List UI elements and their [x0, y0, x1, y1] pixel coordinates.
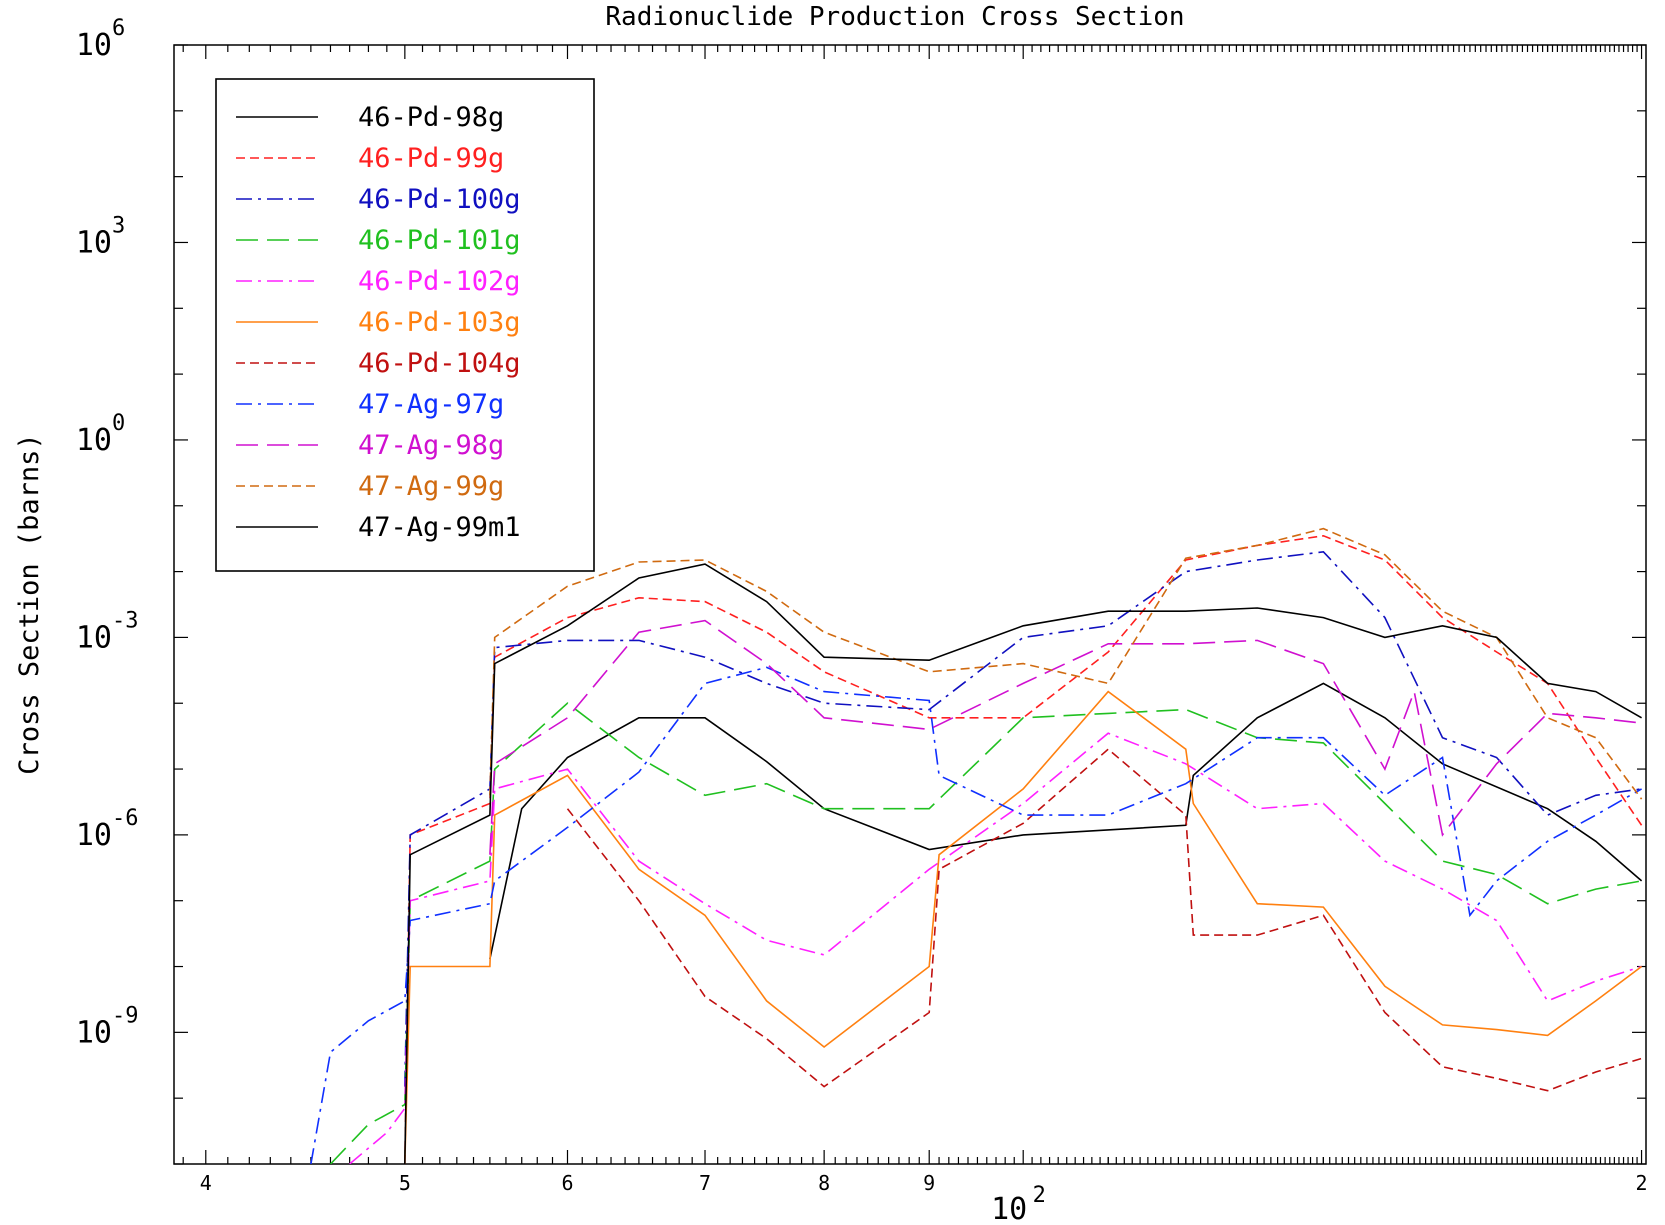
- legend-label: 46-Pd-103g: [358, 307, 521, 338]
- legend-label: 47-Ag-97g: [358, 389, 504, 420]
- x-tick-label: 2: [1636, 1171, 1648, 1195]
- legend-label: 47-Ag-99m1: [358, 512, 521, 543]
- y-tick-label: 10: [76, 818, 112, 853]
- legend-label: 46-Pd-102g: [358, 266, 521, 297]
- x-decade-label: 10: [991, 1192, 1027, 1225]
- legend-label: 46-Pd-99g: [358, 143, 504, 174]
- y-tick-label: 10: [76, 225, 112, 260]
- plot-frame: [173, 44, 1647, 1165]
- legend-label: 47-Ag-98g: [358, 430, 504, 461]
- y-tick-exponent: -9: [112, 1003, 139, 1028]
- x-tick-label: 6: [561, 1171, 573, 1195]
- series-line: [329, 702, 1642, 1164]
- x-tick-label: 9: [923, 1171, 935, 1195]
- series-line: [566, 748, 1642, 1092]
- axis-ticks: 4 5 6 7 8 9 210 210 610 310 010 -310 -610 -9: [76, 16, 1648, 1225]
- legend-label: 46-Pd-100g: [358, 184, 521, 215]
- series-line: [310, 666, 1642, 1164]
- series-line: [489, 619, 1642, 855]
- series-line: [404, 550, 1642, 1087]
- legend-label: 47-Ag-99g: [358, 471, 504, 502]
- y-tick-exponent: 0: [112, 411, 125, 436]
- series-line: [349, 732, 1642, 1164]
- x-tick-label: 4: [200, 1171, 212, 1195]
- y-tick-exponent: 6: [112, 16, 125, 41]
- y-tick-exponent: -3: [112, 608, 139, 633]
- x-decade-exponent: 2: [1033, 1183, 1046, 1208]
- y-tick-exponent: 3: [112, 213, 125, 238]
- series-line: [489, 682, 1643, 960]
- x-tick-label: 8: [818, 1171, 830, 1195]
- series-line: [404, 534, 1643, 1164]
- legend: 46-Pd-98g 46-Pd-99g 46-Pd-100g 46-Pd-101g 46…: [215, 78, 595, 572]
- y-axis-label: Cross Section (barns): [14, 433, 45, 774]
- y-tick-label: 10: [76, 1015, 112, 1050]
- legend-label: 46-Pd-98g: [358, 102, 504, 133]
- y-tick-label: 10: [76, 28, 112, 63]
- series-lines: [310, 527, 1643, 1164]
- legend-label: 46-Pd-104g: [358, 348, 521, 379]
- series-line: [489, 527, 1643, 800]
- y-tick-exponent: -6: [112, 806, 139, 831]
- y-tick-label: 10: [76, 423, 112, 458]
- chart-title: Radionuclide Production Cross Section: [605, 2, 1184, 32]
- legend-label: 46-Pd-101g: [358, 225, 521, 256]
- x-tick-label: 7: [699, 1171, 711, 1195]
- y-tick-label: 10: [76, 620, 112, 655]
- x-tick-label: 5: [399, 1171, 411, 1195]
- series-line: [404, 563, 1642, 1164]
- series-line: [404, 690, 1643, 1164]
- legend-box: [215, 78, 595, 572]
